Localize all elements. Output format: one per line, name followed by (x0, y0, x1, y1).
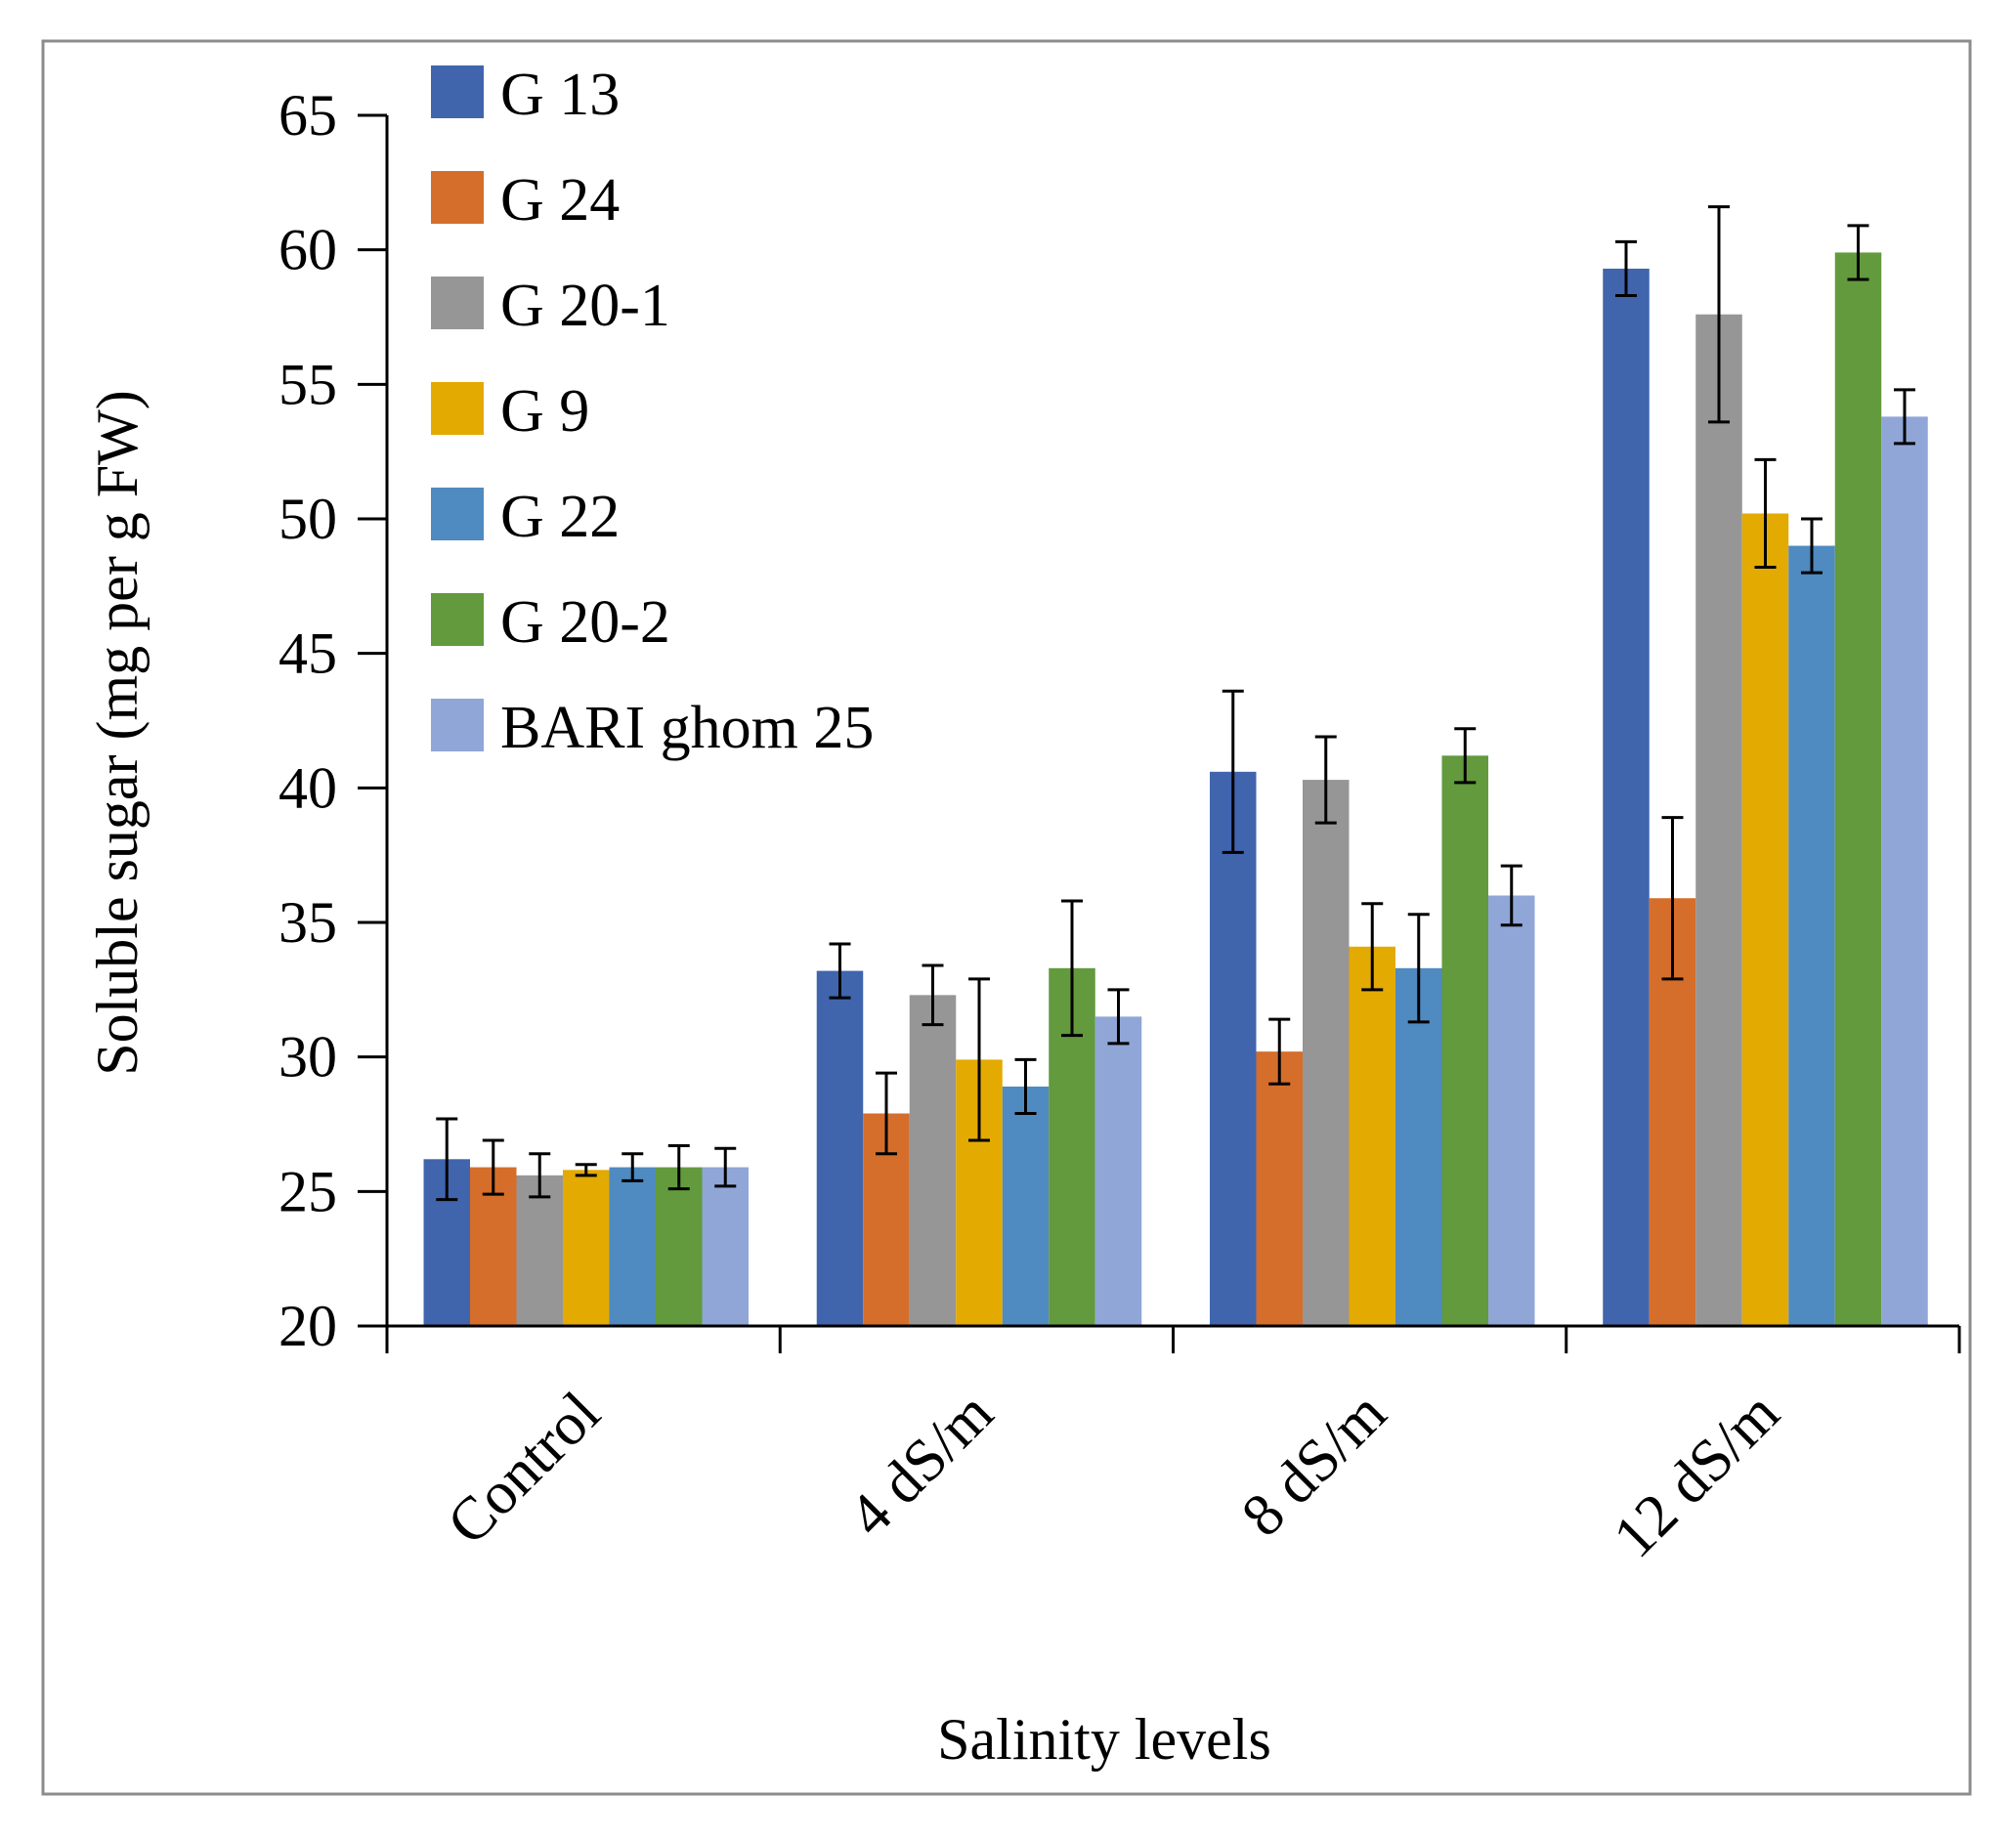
bar (1788, 545, 1835, 1326)
legend-label: G 20-2 (500, 589, 670, 656)
y-tick-label: 45 (279, 621, 337, 686)
legend: G 13 G 24 G 20-1 G 9 G 22 G 20-2 BARI ghom 25 (431, 62, 874, 761)
bar (1441, 755, 1488, 1326)
legend-label: G 13 (500, 62, 620, 128)
bar (1349, 946, 1395, 1326)
bar (1695, 314, 1742, 1326)
legend-label: G 22 (500, 484, 620, 550)
y-tick-label: 60 (279, 218, 337, 282)
bar (1002, 1086, 1050, 1326)
bar (816, 970, 864, 1326)
bar (1741, 513, 1789, 1326)
legend-swatch (431, 171, 484, 224)
bar (1834, 252, 1882, 1326)
bar (1303, 780, 1350, 1326)
bar (609, 1167, 656, 1326)
y-tick-label: 25 (279, 1159, 337, 1223)
y-tick-label: 20 (279, 1294, 337, 1358)
legend-swatch (431, 277, 484, 329)
legend-label: G 9 (500, 378, 589, 445)
y-tick-label: 55 (279, 352, 337, 416)
bar (563, 1170, 610, 1326)
bar (1395, 967, 1442, 1326)
bar (516, 1175, 563, 1326)
legend-label: G 20-1 (500, 273, 670, 339)
legend-label: G 24 (500, 167, 620, 234)
y-tick-label: 40 (279, 755, 337, 820)
bar (656, 1167, 703, 1326)
bar (909, 995, 957, 1326)
bar (1094, 1016, 1142, 1326)
bars (423, 252, 1928, 1327)
bar (1603, 268, 1650, 1327)
bar (1210, 771, 1257, 1326)
y-tick-label: 30 (279, 1025, 337, 1090)
legend-swatch (431, 699, 484, 751)
bar (702, 1167, 749, 1326)
legend-swatch (431, 65, 484, 118)
y-tick-label: 35 (279, 890, 337, 955)
y-axis-title: Soluble sugar (mg per g FW) (85, 390, 150, 1076)
y-axis-ticks: 20 25 30 35 40 45 50 55 60 65 (279, 83, 387, 1358)
legend-swatch (431, 488, 484, 540)
legend-swatch (431, 382, 484, 435)
bar (1256, 1051, 1303, 1326)
bar (1488, 895, 1535, 1326)
x-axis-title: Salinity levels (937, 1707, 1271, 1772)
error-bars (436, 205, 1915, 1202)
legend-label: BARI ghom 25 (500, 695, 874, 761)
legend-swatch (431, 593, 484, 646)
axes (385, 115, 1961, 1353)
y-tick-label: 65 (279, 83, 337, 148)
y-tick-label: 50 (279, 487, 337, 551)
bar (1881, 416, 1928, 1327)
